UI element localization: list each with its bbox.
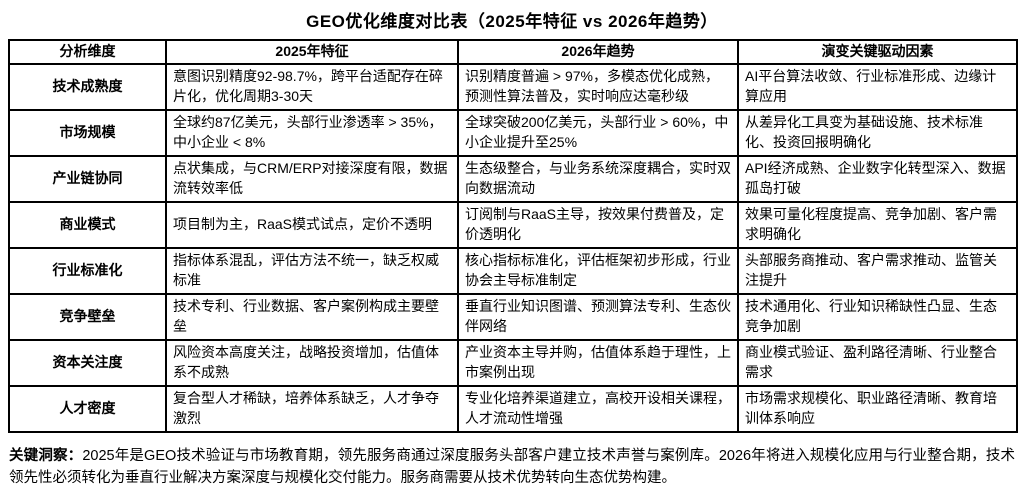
key-insight-text: 2025年是GEO技术验证与市场教育期，领先服务商通过深度服务头部客户建立技术声… [9,448,1015,486]
feature-2025-cell: 意图识别精度92-98.7%，跨平台适配存在碎片化，优化周期3-30天 [165,63,459,111]
trend-2026-cell: 专业化培养渠道建立，高校开设相关课程，人才流动性增强 [457,385,739,433]
drivers-cell: 效果可量化程度提高、竞争加剧、客户需求明确化 [737,201,1018,249]
drivers-cell: 商业模式验证、盈利路径清晰、行业整合需求 [737,339,1018,387]
drivers-cell: 技术通用化、行业知识稀缺性凸显、生态竞争加剧 [737,293,1018,341]
trend-2026-cell: 订阅制与RaaS主导，按效果付费普及，定价透明化 [457,201,739,249]
table-row: 市场规模 全球约87亿美元，头部行业渗透率 > 35%，中小企业 < 8% 全球… [8,109,1018,157]
drivers-cell: AI平台算法收敛、行业标准形成、边缘计算应用 [737,63,1018,111]
feature-2025-cell: 技术专利、行业数据、客户案例构成主要壁垒 [165,293,459,341]
table-row: 商业模式 项目制为主，RaaS模式试点，定价不透明 订阅制与RaaS主导，按效果… [8,201,1018,249]
feature-2025-cell: 指标体系混乱，评估方法不统一，缺乏权威标准 [165,247,459,295]
dimension-cell: 市场规模 [8,109,167,157]
trend-2026-cell: 识别精度普遍 > 97%，多模态优化成熟，预测性算法普及，实时响应达毫秒级 [457,63,739,111]
dimension-cell: 人才密度 [8,385,167,433]
feature-2025-cell: 复合型人才稀缺，培养体系缺乏，人才争夺激烈 [165,385,459,433]
feature-2025-cell: 风险资本高度关注，战略投资增加，估值体系不成熟 [165,339,459,387]
dimension-cell: 产业链协同 [8,155,167,203]
table-row: 产业链协同 点状集成，与CRM/ERP对接深度有限，数据流转效率低 生态级整合，… [8,155,1018,203]
table-row: 竞争壁垒 技术专利、行业数据、客户案例构成主要壁垒 垂直行业知识图谱、预测算法专… [8,293,1018,341]
trend-2026-cell: 全球突破200亿美元，头部行业 > 60%，中小企业提升至25% [457,109,739,157]
drivers-cell: 市场需求规模化、职业路径清晰、教育培训体系响应 [737,385,1018,433]
drivers-cell: 头部服务商推动、客户需求推动、监管关注提升 [737,247,1018,295]
drivers-cell: API经济成熟、企业数字化转型深入、数据孤岛打破 [737,155,1018,203]
key-insight: 关键洞察：2025年是GEO技术验证与市场教育期，领先服务商通过深度服务头部客户… [9,446,1015,486]
table-row: 技术成熟度 意图识别精度92-98.7%，跨平台适配存在碎片化，优化周期3-30… [8,63,1018,111]
header-dimension: 分析维度 [8,39,167,65]
trend-2026-cell: 垂直行业知识图谱、预测算法专利、生态伙伴网络 [457,293,739,341]
header-drivers: 演变关键驱动因素 [737,39,1018,65]
table-row: 行业标准化 指标体系混乱，评估方法不统一，缺乏权威标准 核心指标标准化，评估框架… [8,247,1018,295]
dimension-cell: 竞争壁垒 [8,293,167,341]
trend-2026-cell: 核心指标标准化，评估框架初步形成，行业协会主导标准制定 [457,247,739,295]
header-row: 分析维度 2025年特征 2026年趋势 演变关键驱动因素 [8,39,1018,65]
comparison-table: 分析维度 2025年特征 2026年趋势 演变关键驱动因素 技术成熟度 意图识别… [8,39,1018,433]
dimension-cell: 技术成熟度 [8,63,167,111]
key-insight-label: 关键洞察： [9,448,83,464]
table-row: 人才密度 复合型人才稀缺，培养体系缺乏，人才争夺激烈 专业化培养渠道建立，高校开… [8,385,1018,433]
trend-2026-cell: 产业资本主导并购，估值体系趋于理性，上市案例出现 [457,339,739,387]
dimension-cell: 资本关注度 [8,339,167,387]
header-2026: 2026年趋势 [457,39,739,65]
drivers-cell: 从差异化工具变为基础设施、技术标准化、投资回报明确化 [737,109,1018,157]
header-2025: 2025年特征 [165,39,459,65]
dimension-cell: 行业标准化 [8,247,167,295]
dimension-cell: 商业模式 [8,201,167,249]
trend-2026-cell: 生态级整合，与业务系统深度耦合，实时双向数据流动 [457,155,739,203]
feature-2025-cell: 项目制为主，RaaS模式试点，定价不透明 [165,201,459,249]
table-row: 资本关注度 风险资本高度关注，战略投资增加，估值体系不成熟 产业资本主导并购，估… [8,339,1018,387]
page-title: GEO优化维度对比表（2025年特征 vs 2026年趋势） [306,12,718,31]
feature-2025-cell: 全球约87亿美元，头部行业渗透率 > 35%，中小企业 < 8% [165,109,459,157]
feature-2025-cell: 点状集成，与CRM/ERP对接深度有限，数据流转效率低 [165,155,459,203]
